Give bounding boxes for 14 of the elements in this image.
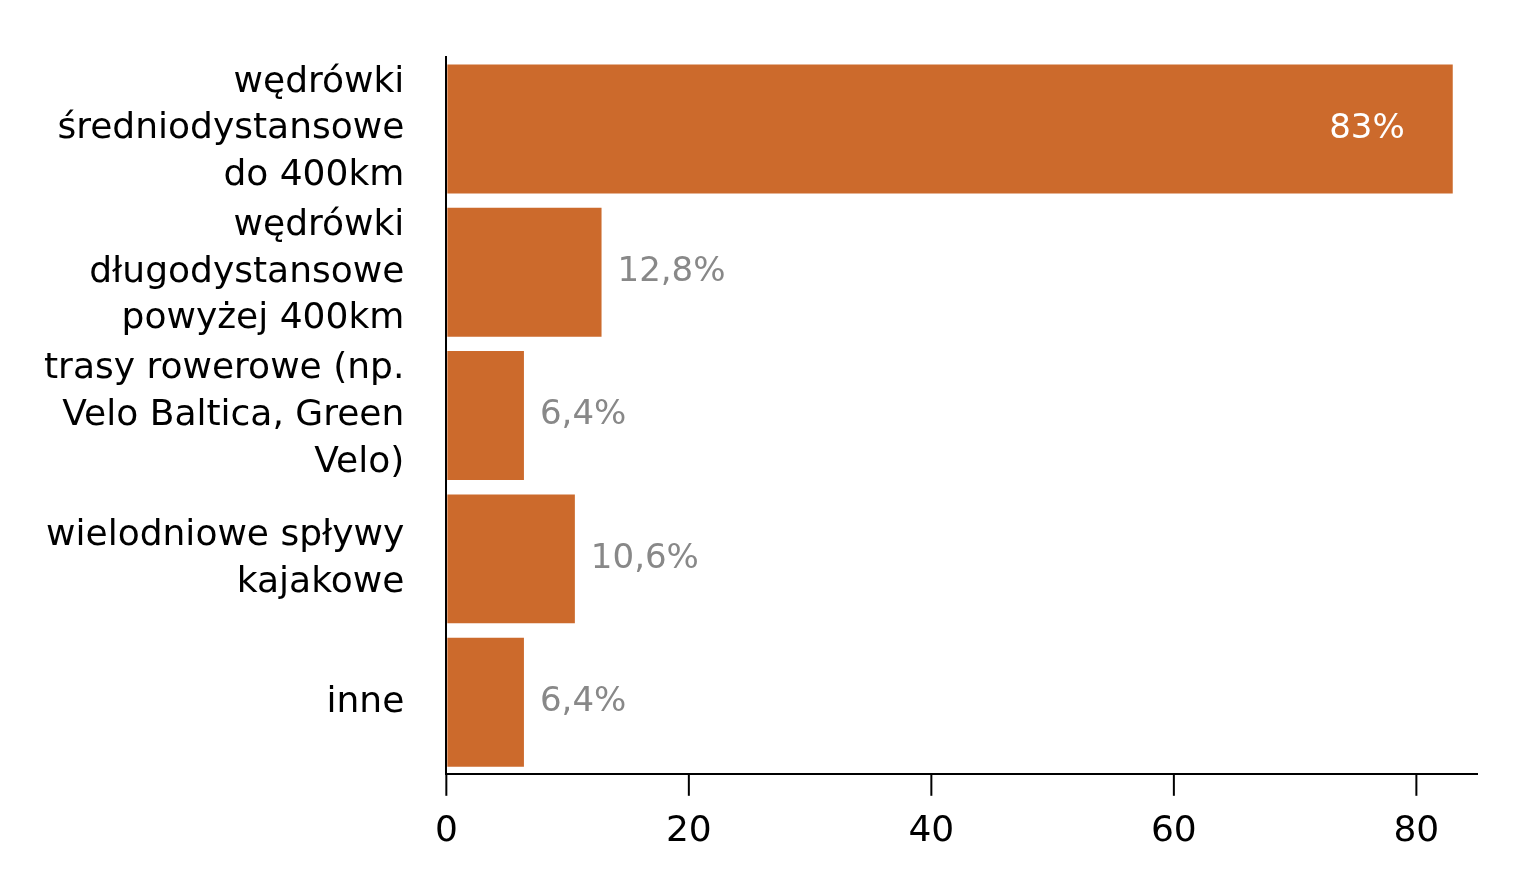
x-tick-label: 60: [1150, 807, 1197, 849]
x-tick-label: 40: [908, 807, 955, 849]
x-tick-label: 20: [665, 807, 712, 849]
data-label: 6,4%: [539, 392, 627, 433]
data-label: 10,6%: [590, 535, 699, 576]
y-tick-label: wędrówki długodystansowe powyżej 400km: [89, 201, 405, 337]
data-label: 6,4%: [539, 678, 627, 719]
y-tick-label: inne: [326, 678, 405, 720]
data-label: 83%: [1329, 105, 1405, 146]
data-label: 12,8%: [617, 249, 726, 290]
x-tick-label: 80: [1393, 807, 1440, 849]
y-tick-label: wielodniowe spływy kajakowe: [46, 511, 405, 600]
x-tick-label: 0: [434, 807, 458, 849]
y-tick-label: trasy rowerowe (np. Velo Baltica, Green Velo): [43, 345, 405, 480]
